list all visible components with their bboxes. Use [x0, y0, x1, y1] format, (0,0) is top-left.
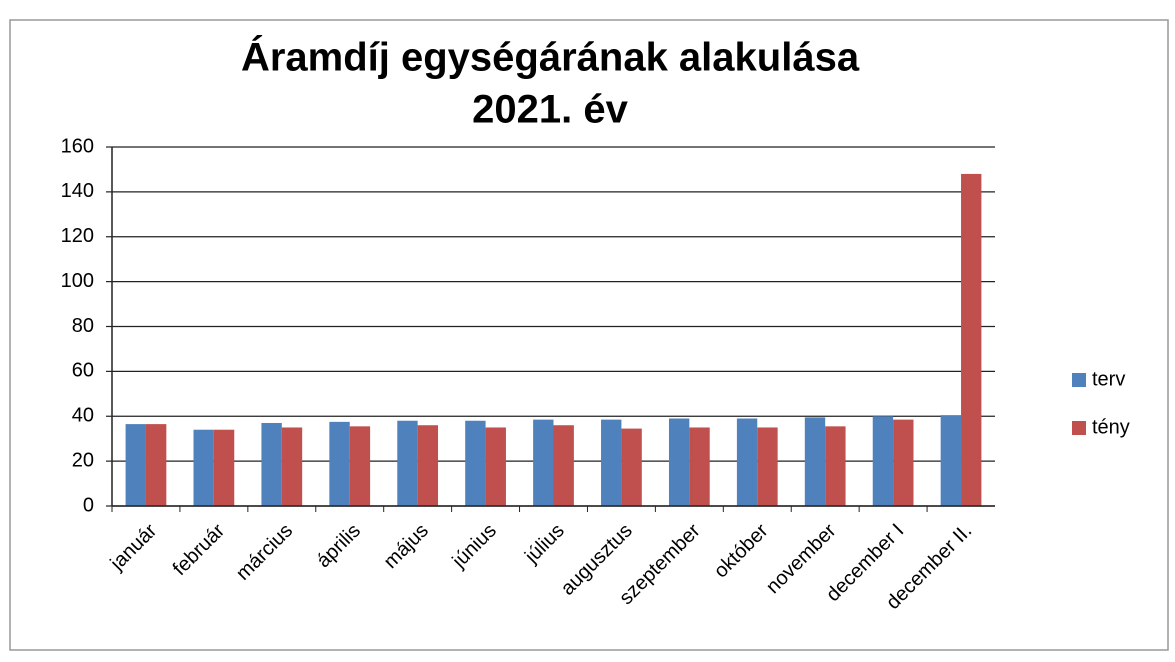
y-tick-label: 160: [61, 135, 94, 157]
bar: [668, 418, 690, 506]
y-tick-label: 120: [61, 225, 94, 247]
legend-swatch: [1072, 421, 1086, 435]
bar: [397, 420, 418, 506]
y-tick-label: 20: [72, 449, 94, 471]
y-tick-label: 100: [61, 270, 94, 292]
bar: [872, 416, 894, 506]
legend-label: tény: [1092, 416, 1130, 438]
bar: [125, 424, 146, 506]
bar: [621, 428, 642, 506]
bar: [145, 424, 167, 506]
bar: [757, 427, 778, 506]
chart-title: Áramdíj egységárának alakulása: [241, 35, 860, 80]
legend-swatch: [1072, 373, 1086, 387]
y-tick-label: 60: [72, 360, 94, 382]
bar: [417, 425, 439, 506]
bar: [601, 419, 622, 506]
bar: [689, 427, 710, 506]
y-tick-label: 140: [61, 180, 94, 202]
bar: [329, 421, 350, 506]
bar: [533, 419, 554, 506]
y-tick-label: 40: [72, 405, 94, 427]
bar: [485, 427, 506, 506]
bar: [825, 426, 846, 506]
bar: [553, 425, 574, 506]
bar: [961, 173, 982, 507]
y-tick-label: 0: [83, 494, 94, 516]
bar: [804, 417, 826, 506]
bar: [893, 419, 914, 506]
bar: [281, 427, 303, 506]
bar: [736, 418, 758, 506]
bar: [193, 429, 214, 506]
legend-label: terv: [1092, 368, 1125, 390]
bar: [465, 420, 486, 506]
chart-subtitle: 2021. év: [472, 88, 628, 132]
bar: [213, 429, 235, 506]
bar: [261, 422, 282, 506]
bar: [940, 415, 962, 506]
bar: [349, 426, 371, 506]
y-tick-label: 80: [72, 315, 94, 337]
